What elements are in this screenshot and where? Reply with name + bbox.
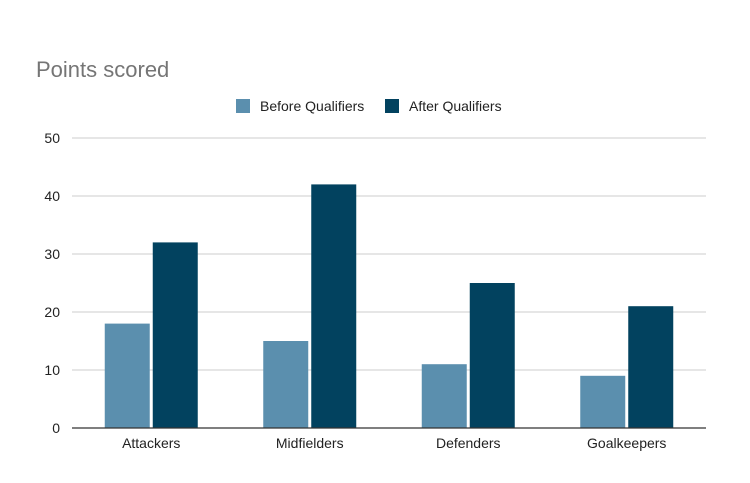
legend: Before Qualifiers After Qualifiers	[236, 98, 502, 114]
bar-before-defenders	[421, 364, 467, 428]
x-tick-label: Midfielders	[276, 435, 344, 451]
x-tick-label: Defenders	[436, 435, 501, 451]
y-tick-label: 20	[44, 304, 60, 320]
bar-after-goalkeepers	[628, 306, 674, 428]
bar-after-attackers	[152, 242, 198, 428]
bar-before-midfielders	[263, 341, 309, 428]
bars	[104, 184, 674, 428]
legend-swatch-after	[385, 99, 399, 113]
y-tick-label: 40	[44, 188, 60, 204]
y-tick-label: 30	[44, 246, 60, 262]
y-tick-label: 0	[52, 420, 60, 436]
bar-after-midfielders	[311, 184, 357, 428]
bar-after-defenders	[469, 283, 515, 428]
bar-before-attackers	[104, 323, 150, 428]
category-labels: Attackers Midfielders Defenders Goalkeepers	[122, 435, 666, 451]
chart-title: Points scored	[36, 57, 169, 82]
y-tick-label: 10	[44, 362, 60, 378]
x-tick-label: Goalkeepers	[587, 435, 666, 451]
x-tick-label: Attackers	[122, 435, 180, 451]
y-axis-ticks: 0 10 20 30 40 50	[44, 130, 60, 436]
y-tick-label: 50	[44, 130, 60, 146]
bar-before-goalkeepers	[580, 375, 626, 428]
legend-swatch-before	[236, 99, 250, 113]
legend-label-after: After Qualifiers	[409, 98, 502, 114]
legend-label-before: Before Qualifiers	[260, 98, 364, 114]
